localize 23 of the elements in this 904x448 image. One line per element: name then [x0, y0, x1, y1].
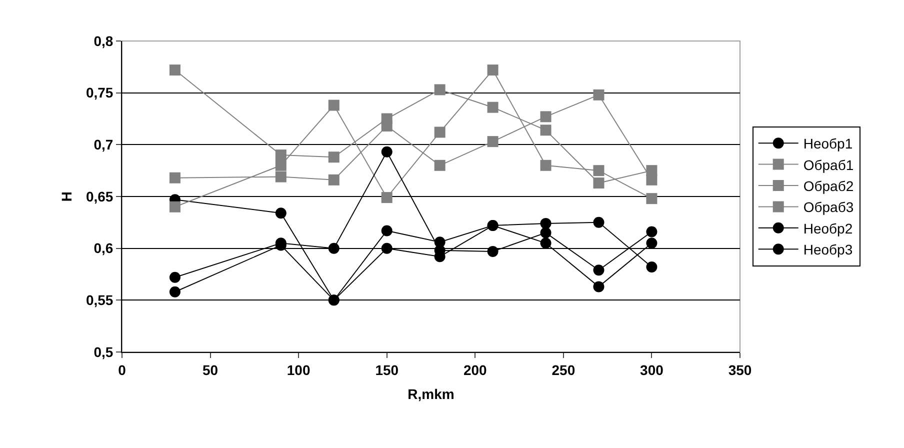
legend-label: Необр1 [803, 136, 853, 152]
x-tick-label: 0 [118, 362, 126, 378]
legend-label: Обраб1 [803, 156, 854, 173]
x-tick-label: 50 [202, 362, 218, 378]
y-tick-label: 0,8 [94, 32, 114, 49]
y-axis-title: H [58, 191, 75, 202]
x-tick-label: 150 [375, 362, 399, 378]
x-tick-label: 100 [286, 362, 310, 378]
y-tick-label: 0,65 [86, 188, 114, 204]
x-tick-label: 300 [640, 362, 664, 378]
x-tick-label: 200 [463, 362, 488, 378]
x-tick-label: 350 [728, 362, 752, 378]
legend-label: Обраб3 [803, 199, 854, 216]
legend-label: Необр3 [803, 242, 853, 258]
x-tick-label: 250 [552, 362, 576, 378]
y-tick-label: 0,5 [94, 344, 114, 360]
y-tick-label: 0,75 [86, 84, 114, 101]
y-tick-label: 0,7 [94, 136, 114, 153]
y-tick-label: 0,55 [86, 292, 114, 308]
legend-label: Необр2 [803, 220, 853, 236]
x-axis-title: R,mkm [408, 386, 454, 402]
legend-label: Обраб2 [803, 178, 854, 194]
y-tick-label: 0,6 [94, 240, 114, 256]
